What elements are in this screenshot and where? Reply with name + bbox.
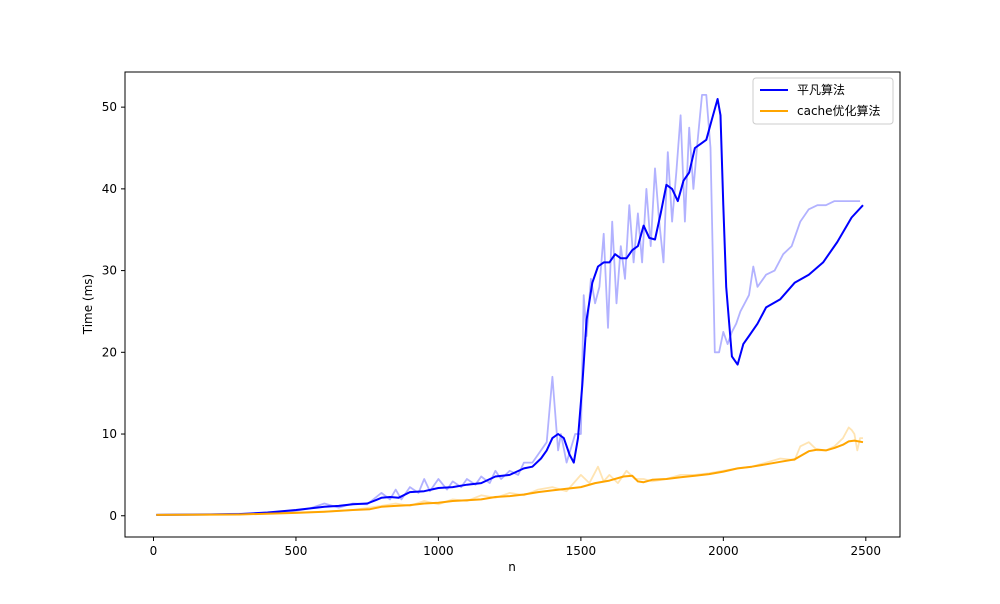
smoothed-series-lines: [156, 98, 864, 516]
x-tick-label: 1000: [423, 544, 454, 558]
y-axis-ticks: 0 10 20 30 40 50: [102, 100, 125, 523]
y-tick-label: 20: [102, 345, 117, 359]
x-axis-label: n: [508, 560, 516, 574]
raw-series-line-0: [156, 94, 861, 516]
y-tick-label: 50: [102, 100, 117, 114]
x-tick-label: 500: [285, 544, 308, 558]
plot-area: [156, 94, 864, 516]
legend-label-cache: cache优化算法: [797, 103, 881, 118]
y-tick-label: 40: [102, 182, 117, 196]
x-axis-ticks: 0 500 1000 1500 2000 2500: [150, 537, 881, 558]
x-tick-label: 1500: [566, 544, 597, 558]
y-axis-label: Time (ms): [81, 274, 95, 336]
y-tick-label: 0: [109, 509, 117, 523]
legend: 平凡算法 cache优化算法: [752, 77, 894, 125]
x-tick-label: 2500: [851, 544, 882, 558]
y-tick-label: 10: [102, 427, 117, 441]
legend-label-plain: 平凡算法: [797, 82, 845, 97]
series-line-1: [156, 439, 864, 516]
y-tick-label: 30: [102, 264, 117, 278]
axes-frame: [124, 71, 901, 538]
x-tick-label: 2000: [708, 544, 739, 558]
x-tick-label: 0: [150, 544, 158, 558]
series-line-0: [156, 98, 864, 516]
